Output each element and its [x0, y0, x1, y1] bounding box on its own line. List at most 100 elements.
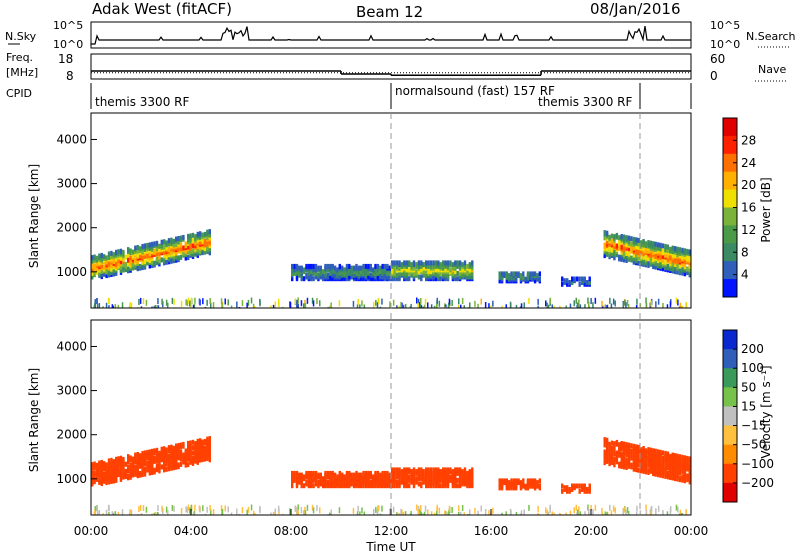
velocity-noise-cell: [138, 506, 140, 512]
power-cell-r2: [362, 276, 365, 282]
freq-right-tick-bottom: 0: [710, 69, 718, 83]
power-cell-r1: [163, 242, 166, 248]
velocity-cell-r3: [427, 476, 430, 482]
velocity-cell-r2: [367, 470, 370, 476]
velocity-cell-r1: [187, 451, 190, 457]
velocity-noise-cell: [227, 506, 229, 513]
power-cell-r6: [620, 255, 623, 261]
velocity-cell-r1: [107, 467, 111, 473]
power-cell-r1: [122, 265, 125, 271]
velocity-cell-r6: [620, 462, 623, 468]
velocity-noise-cell: [375, 506, 377, 513]
velocity-cell-r2: [291, 470, 294, 476]
power-cell-r4: [538, 276, 541, 282]
power-noise-cell: [316, 298, 318, 305]
power-cell-r2: [367, 263, 370, 269]
velocity-cell-r2: [291, 483, 294, 489]
velocity-noise-cell: [448, 509, 450, 515]
velocity-noise-cell: [685, 509, 687, 515]
power-noise-cell: [569, 303, 572, 308]
velocity-cell-r1: [201, 439, 204, 445]
velocity-cell-r2: [336, 474, 339, 480]
velocity-cell-r1: [134, 452, 137, 458]
power-cell-r3: [461, 262, 464, 268]
velocity-noise-cell: [96, 505, 98, 512]
velocity-cell-r2: [376, 474, 380, 480]
velocity-cell-r2: [329, 477, 332, 483]
velocity-cell-r6: [610, 452, 614, 458]
power-cell-r4: [505, 278, 508, 284]
velocity-cell-r2: [348, 470, 351, 476]
velocity-noise-cell: [363, 511, 366, 515]
velocity-cell-r1: [143, 466, 147, 472]
y-tick-label: 2000: [56, 221, 87, 235]
power-cell-r4: [510, 271, 513, 277]
power-cell-r3: [405, 270, 408, 276]
velocity-cell-r2: [331, 476, 334, 482]
power-noise-cell: [422, 306, 424, 308]
y-tick-label: 1000: [56, 265, 87, 279]
velocity-noise-cell: [94, 506, 96, 513]
velocity-cell-r6: [674, 465, 677, 471]
velocity-noise-cell: [114, 511, 116, 515]
velocity-cell-r6: [654, 468, 657, 474]
velocity-cell-r1: [206, 452, 209, 458]
power-cell-r3: [468, 262, 471, 268]
power-cell-r1: [184, 255, 187, 261]
power-noise-cell: [304, 299, 306, 306]
noise-right-label: N.Search: [746, 30, 796, 43]
x-tick-label: 12:00: [374, 524, 409, 538]
velocity-noise-cell: [610, 510, 613, 515]
power-cell-r1: [160, 239, 163, 245]
velocity-cell-r3: [395, 467, 399, 473]
power-cell-r1: [107, 260, 111, 266]
power-noise-cell: [460, 304, 462, 308]
power-cell-r4: [536, 273, 539, 279]
power-cell-r1: [189, 242, 192, 248]
velocity-cell-r6: [678, 475, 682, 481]
velocity-cell-r3: [403, 477, 406, 483]
velocity-cell-r2: [322, 479, 325, 485]
power-noise-cell: [627, 306, 629, 308]
power-cell-r2: [314, 263, 318, 269]
velocity-cell-r4: [519, 480, 523, 486]
velocity-cell-r6: [683, 469, 687, 475]
x-axis: 00:00 04:00 08:00 12:00 16:00 20:00 00:00: [74, 509, 708, 538]
power-cell-r6: [666, 244, 670, 250]
power-cell-r1: [165, 240, 168, 246]
power-cell-r6: [632, 256, 636, 262]
x-tick-label: 08:00: [274, 524, 309, 538]
power-cell-r4: [522, 271, 525, 277]
power-noise-cell: [679, 302, 682, 308]
power-noise-cell: [356, 304, 359, 308]
power-cell-r6: [642, 251, 645, 257]
velocity-cell-r2: [369, 470, 372, 476]
power-cell-r6: [681, 267, 684, 273]
velocity-cell-r2: [383, 470, 387, 476]
velocity-noise-cell: [117, 511, 120, 515]
velocity-cell-r6: [659, 449, 662, 455]
velocity-cell-r1: [206, 436, 209, 442]
velocity-cell-r3: [456, 467, 459, 473]
power-cell-r3: [403, 270, 406, 276]
velocity-cell-r2: [362, 474, 365, 480]
velocity-cell-r6: [642, 458, 645, 464]
power-noise-cell: [488, 303, 490, 308]
velocity-noise-cell: [584, 511, 586, 515]
power-cell-r2: [302, 267, 306, 273]
velocity-noise-cell: [463, 512, 465, 515]
velocity-cell-r6: [613, 457, 616, 462]
velocity-cell-r4: [498, 478, 501, 484]
power-cell-r1: [134, 257, 137, 263]
velocity-noise-cell: [417, 505, 420, 512]
velocity-cell-r6: [671, 468, 674, 474]
velocity-cell-r5: [561, 483, 564, 489]
power-cell-r6: [647, 261, 650, 267]
power-noise-cell: [402, 304, 405, 308]
power-noise-cell: [241, 300, 244, 307]
velocity-cell-r3: [425, 479, 428, 485]
power-colorbar-swatch: [723, 171, 737, 191]
power-cell-r1: [103, 271, 106, 277]
power-noise-cell: [156, 305, 159, 308]
power-cell-r1: [179, 254, 183, 260]
